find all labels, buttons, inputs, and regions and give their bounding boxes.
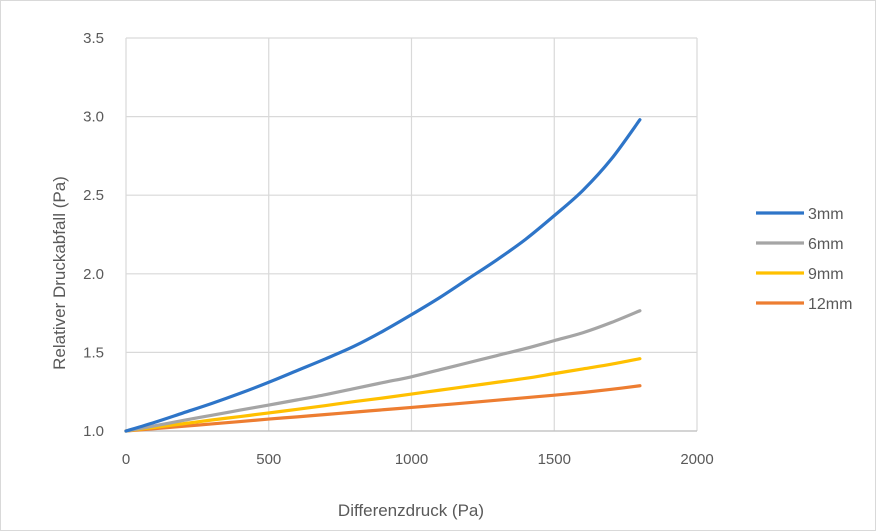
y-tick-label: 1.5 — [83, 344, 104, 361]
legend-item-12mm: 12mm — [756, 296, 852, 313]
y-tick-label: 3.5 — [83, 30, 104, 47]
grid-layer — [125, 37, 698, 432]
legend-label: 12mm — [808, 296, 852, 313]
legend-item-9mm: 9mm — [756, 266, 844, 283]
y-tick-label: 2.0 — [83, 266, 104, 283]
legend-label: 6mm — [808, 236, 844, 253]
x-tick-label: 0 — [122, 451, 130, 468]
legend-item-6mm: 6mm — [756, 236, 844, 253]
legend: 3mm 6mm 9mm 12mm — [756, 206, 852, 313]
x-tick-label: 500 — [256, 451, 281, 468]
series-line-3mm — [124, 118, 642, 433]
y-axis-title: Relativer Druckabfall (Pa) — [50, 176, 69, 370]
x-tick-label: 1500 — [538, 451, 571, 468]
legend-label: 3mm — [808, 206, 844, 223]
x-axis-title: Differenzdruck (Pa) — [338, 501, 484, 520]
series-line-12mm — [124, 384, 642, 433]
legend-label: 9mm — [808, 266, 844, 283]
x-tick-label: 2000 — [680, 451, 713, 468]
series-layer — [124, 118, 642, 433]
y-tick-label: 2.5 — [83, 187, 104, 204]
y-tick-label: 3.0 — [83, 109, 104, 126]
x-tick-label: 1000 — [395, 451, 428, 468]
y-tick-label: 1.0 — [83, 423, 104, 440]
series-line-9mm — [124, 357, 642, 433]
legend-item-3mm: 3mm — [756, 206, 844, 223]
axis-layer: 0 500 1000 1500 2000 1.0 1.5 2.0 2.5 3.0 3.5 — [83, 30, 714, 468]
series-line-6mm — [124, 309, 642, 433]
